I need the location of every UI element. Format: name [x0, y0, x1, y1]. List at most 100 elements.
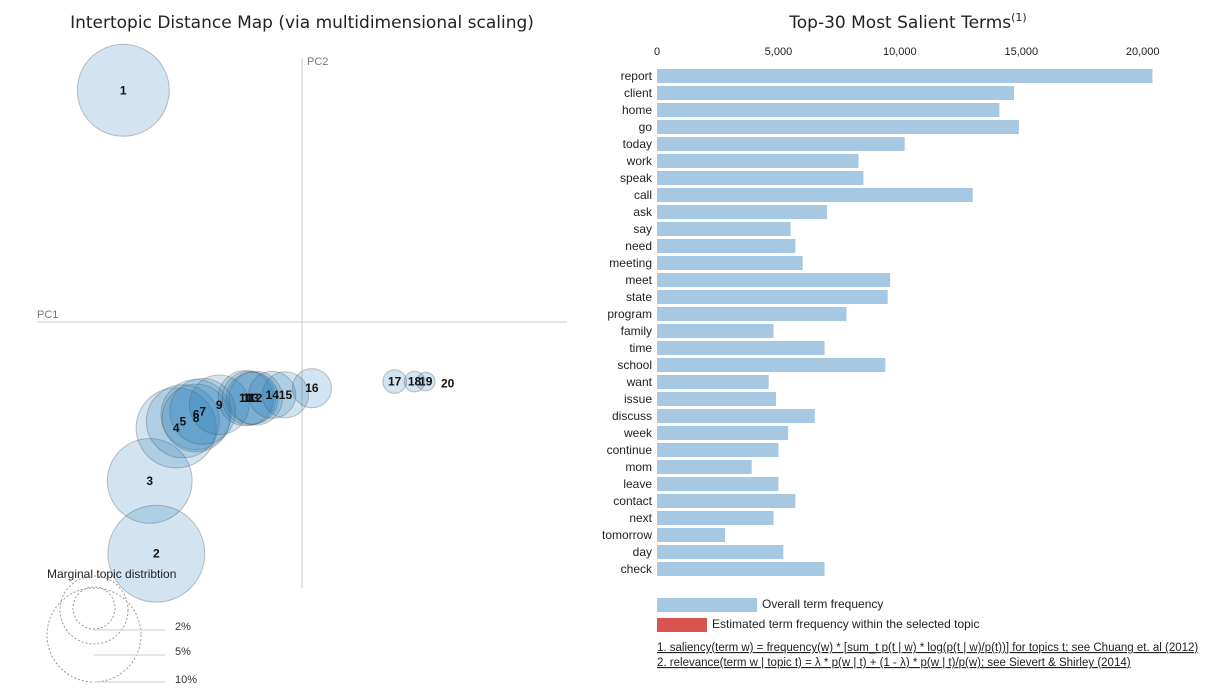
legend-estimated-label: Estimated term frequency within the sele…	[712, 617, 979, 631]
bar-program[interactable]	[657, 307, 847, 321]
term-label-today[interactable]: today	[623, 137, 652, 151]
term-label-call[interactable]: call	[634, 188, 652, 202]
bar-continue[interactable]	[657, 443, 779, 457]
term-label-state[interactable]: state	[626, 290, 652, 304]
bar-call[interactable]	[657, 188, 973, 202]
term-label-contact[interactable]: contact	[613, 494, 652, 508]
term-label-client[interactable]: client	[624, 86, 653, 100]
term-label-want[interactable]: want	[626, 375, 653, 389]
footnote-saliency: 1. saliency(term w) = frequency(w) * [su…	[657, 642, 1198, 654]
topic-circle-11[interactable]	[221, 370, 277, 426]
bar-want[interactable]	[657, 375, 769, 389]
bar-school[interactable]	[657, 358, 886, 372]
topic-circle-12[interactable]	[228, 370, 283, 426]
topic-label-8: 8	[193, 411, 200, 425]
bar-next[interactable]	[657, 511, 774, 525]
topic-circle-18[interactable]	[403, 370, 426, 393]
bar-speak[interactable]	[657, 171, 864, 185]
x-ticks: 0 5,000 10,000 15,000 20,000	[654, 46, 1160, 58]
topic-circle-5[interactable]	[145, 384, 220, 459]
bar-contact[interactable]	[657, 494, 796, 508]
bar-work[interactable]	[657, 154, 859, 168]
topic-circle-17[interactable]	[382, 369, 407, 394]
topic-label-2: 2	[153, 547, 160, 561]
term-label-ask[interactable]: ask	[633, 205, 653, 219]
salient-title-group: Top-30 Most Salient Terms(1)	[788, 11, 1026, 33]
topic-circle-4[interactable]	[135, 387, 217, 469]
term-bars	[657, 69, 1153, 576]
topic-circle-1[interactable]	[76, 43, 170, 137]
term-label-time[interactable]: time	[629, 341, 652, 355]
topic-circle-7[interactable]	[169, 378, 237, 445]
topic-label-20: 20	[441, 377, 455, 391]
bar-time[interactable]	[657, 341, 825, 355]
bar-ask[interactable]	[657, 205, 827, 219]
term-label-continue[interactable]: continue	[607, 443, 653, 457]
topic-label-3: 3	[146, 474, 153, 488]
salient-terms-panel: Top-30 Most Salient Terms(1) 0 5,000 10,00…	[602, 11, 1198, 669]
topic-circle-13[interactable]	[225, 371, 279, 425]
bar-today[interactable]	[657, 137, 905, 151]
term-label-week[interactable]: week	[623, 426, 653, 440]
bar-say[interactable]	[657, 222, 791, 236]
topic-circle-10[interactable]	[217, 370, 274, 427]
term-label-report[interactable]: report	[621, 69, 653, 83]
bar-meet[interactable]	[657, 273, 891, 287]
bar-go[interactable]	[657, 120, 1019, 134]
bar-mom[interactable]	[657, 460, 752, 474]
term-label-school[interactable]: school	[617, 358, 652, 372]
x-tick-3: 15,000	[1004, 46, 1038, 58]
bar-need[interactable]	[657, 239, 796, 253]
term-label-tomorrow[interactable]: tomorrow	[602, 528, 652, 542]
term-label-speak[interactable]: speak	[620, 171, 653, 185]
bar-state[interactable]	[657, 290, 888, 304]
term-label-leave[interactable]: leave	[623, 477, 652, 491]
term-label-need[interactable]: need	[625, 239, 652, 253]
term-label-program[interactable]: program	[607, 307, 652, 321]
term-label-day[interactable]: day	[633, 545, 652, 559]
topic-circle-6[interactable]	[160, 379, 232, 451]
intertopic-panel: Intertopic Distance Map (via multidimens…	[37, 13, 567, 686]
term-label-say[interactable]: say	[633, 222, 652, 236]
bar-home[interactable]	[657, 103, 1000, 117]
topic-circle-15[interactable]	[261, 371, 309, 419]
bar-report[interactable]	[657, 69, 1153, 83]
term-label-next[interactable]: next	[629, 511, 652, 525]
topic-label-4: 4	[173, 421, 180, 435]
topic-label-1: 1	[120, 83, 127, 97]
topic-circle-19[interactable]	[415, 371, 436, 392]
term-label-discuss[interactable]: discuss	[612, 409, 652, 423]
term-label-home[interactable]: home	[622, 103, 652, 117]
bar-client[interactable]	[657, 86, 1014, 100]
bar-family[interactable]	[657, 324, 774, 338]
topic-circle-2[interactable]	[107, 504, 206, 603]
x-tick-1: 5,000	[765, 46, 793, 58]
topic-label-14: 14	[266, 388, 280, 402]
topic-circle-14[interactable]	[248, 370, 297, 419]
topic-label-12: 12	[249, 391, 263, 405]
x-tick-4: 20,000	[1126, 46, 1160, 58]
term-label-meet[interactable]: meet	[625, 273, 652, 287]
topic-circle-8[interactable]	[161, 383, 231, 453]
term-label-go[interactable]: go	[639, 120, 653, 134]
term-label-issue[interactable]: issue	[624, 392, 652, 406]
bar-issue[interactable]	[657, 392, 776, 406]
bar-tomorrow[interactable]	[657, 528, 725, 542]
term-label-check[interactable]: check	[621, 562, 653, 576]
bar-week[interactable]	[657, 426, 789, 440]
topic-circle-3[interactable]	[106, 437, 193, 524]
topic-circle-16[interactable]	[291, 368, 332, 409]
term-label-work[interactable]: work	[626, 154, 653, 168]
term-label-meeting[interactable]: meeting	[609, 256, 652, 270]
bar-check[interactable]	[657, 562, 825, 576]
intertopic-title: Intertopic Distance Map (via multidimens…	[70, 13, 534, 33]
term-label-mom[interactable]: mom	[625, 460, 652, 474]
bar-leave[interactable]	[657, 477, 779, 491]
bar-discuss[interactable]	[657, 409, 815, 423]
topic-circle-9[interactable]	[188, 374, 250, 436]
term-label-family[interactable]: family	[621, 324, 652, 338]
bar-day[interactable]	[657, 545, 784, 559]
bar-meeting[interactable]	[657, 256, 803, 270]
footnote-relevance: 2. relevance(term w | topic t) = λ * p(w…	[657, 657, 1131, 669]
